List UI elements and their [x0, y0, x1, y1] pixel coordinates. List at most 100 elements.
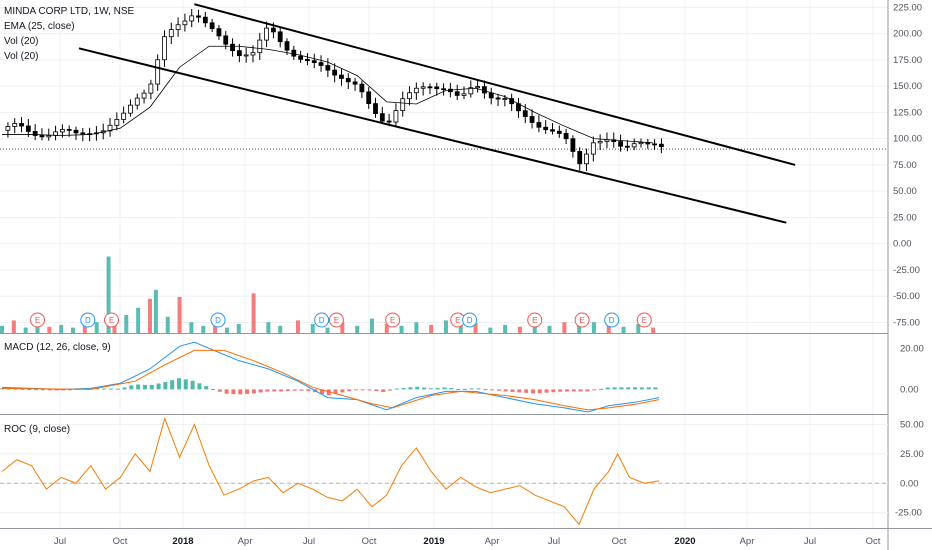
candle-body — [577, 151, 583, 165]
volume-bar — [621, 326, 626, 333]
candle-body — [189, 15, 195, 22]
y-tick-label: -75.00 — [893, 317, 920, 328]
candle-body — [12, 123, 18, 127]
macd-histogram-bar — [422, 387, 427, 390]
event-marker-label: D — [467, 316, 473, 325]
candle-body — [652, 143, 658, 146]
x-tick-label: Apr — [485, 536, 500, 547]
candle-body — [270, 27, 276, 33]
candle-body — [495, 97, 501, 100]
macd-histogram-bar — [149, 384, 154, 390]
candle-body — [257, 39, 263, 54]
macd-histogram-bar — [633, 387, 638, 390]
volume-bar — [355, 325, 360, 333]
event-marker-label: D — [85, 316, 91, 325]
macd-histogram-bar — [490, 389, 495, 391]
candle-body — [141, 92, 147, 99]
macd-histogram-bar — [115, 388, 120, 390]
roc-y-tick-label: 50.00 — [900, 419, 924, 430]
roc-line — [1, 416, 660, 526]
candle-body — [107, 124, 113, 132]
candle-body — [332, 69, 338, 76]
macd-histogram-bar — [272, 389, 277, 392]
candle-body — [236, 50, 242, 57]
candle-body — [291, 49, 297, 57]
volume-bar — [94, 322, 99, 333]
candle-body — [66, 129, 72, 131]
y-tick-label: 75.00 — [893, 160, 917, 171]
macd-histogram-bar — [190, 380, 195, 390]
candle-body — [413, 87, 419, 94]
x-tick-label: Oct — [113, 536, 128, 547]
candle-body — [659, 143, 664, 147]
volume-bar — [636, 324, 641, 333]
earnings-marker — [30, 312, 46, 328]
macd-histogram-bar — [258, 389, 263, 393]
event-marker-label: E — [532, 316, 537, 325]
macd-histogram-bar — [537, 389, 542, 394]
channel-lower-line — [78, 47, 787, 224]
roc-pane-label[interactable]: ROC (9, close) — [4, 424, 71, 435]
event-marker-label: E — [35, 316, 40, 325]
macd-histogram-bar — [245, 389, 250, 394]
macd-histogram-bar — [639, 387, 644, 390]
macd-histogram-bar — [360, 389, 365, 391]
candle-body — [230, 43, 235, 52]
candle-body — [345, 78, 351, 83]
candle-body — [407, 92, 412, 100]
macd-histogram-bar — [503, 389, 508, 392]
candle-body — [80, 132, 86, 135]
macd-histogram-bar — [605, 387, 610, 390]
macd-histogram-bar — [469, 388, 474, 390]
macd-histogram-bar — [156, 383, 161, 390]
macd-histogram-bar — [592, 389, 597, 391]
roc-y-tick-label: 0.00 — [900, 478, 919, 489]
volume-bar — [606, 324, 611, 333]
macd-histogram-bar — [578, 389, 583, 392]
ema-legend[interactable]: EMA (25, close) — [4, 21, 75, 32]
volume-legend-2[interactable]: Vol (20) — [4, 51, 39, 62]
candle-body — [468, 87, 474, 95]
candle-body — [590, 142, 596, 155]
earnings-marker — [328, 312, 344, 328]
macd-histogram-bar — [68, 389, 73, 391]
event-marker-label: D — [215, 316, 221, 325]
macd-pane-label[interactable]: MACD (12, 26, close, 9) — [4, 342, 111, 353]
candle-body — [359, 83, 365, 93]
earnings-marker — [636, 312, 652, 328]
volume-bar — [0, 325, 4, 333]
candle-body — [5, 126, 11, 131]
candle-body — [325, 65, 331, 71]
volume-bar — [136, 307, 141, 333]
volume-bar — [177, 297, 182, 333]
dividend-marker — [210, 312, 226, 328]
candle-body — [250, 52, 256, 56]
dividend-marker — [462, 312, 478, 328]
macd-histogram-bar — [129, 385, 134, 390]
macd-histogram-bar — [544, 389, 549, 393]
volume-bar — [532, 324, 537, 333]
volume-bar — [236, 324, 241, 333]
volume-bar — [577, 324, 582, 333]
macd-histogram-bar — [88, 388, 93, 390]
macd-histogram-bar — [367, 389, 372, 391]
macd-histogram-bar — [299, 389, 304, 391]
candle-body — [618, 141, 623, 147]
macd-histogram-bar — [40, 389, 45, 391]
y-tick-label: 150.00 — [893, 81, 922, 92]
macd-histogram-bar — [136, 384, 141, 390]
candle-body — [563, 133, 569, 140]
volume-bar — [82, 325, 87, 333]
y-tick-label: 225.00 — [893, 2, 922, 13]
macd-histogram-bar — [442, 387, 447, 390]
candle-body — [73, 129, 79, 134]
macd-histogram-bar — [510, 389, 515, 392]
volume-legend-1[interactable]: Vol (20) — [4, 36, 39, 47]
macd-histogram-bar — [231, 389, 236, 395]
macd-histogram-bar — [285, 389, 290, 392]
candle-body — [556, 130, 562, 134]
event-marker-label: E — [455, 316, 460, 325]
macd-histogram-bar — [496, 389, 501, 391]
candle-body — [570, 138, 576, 152]
